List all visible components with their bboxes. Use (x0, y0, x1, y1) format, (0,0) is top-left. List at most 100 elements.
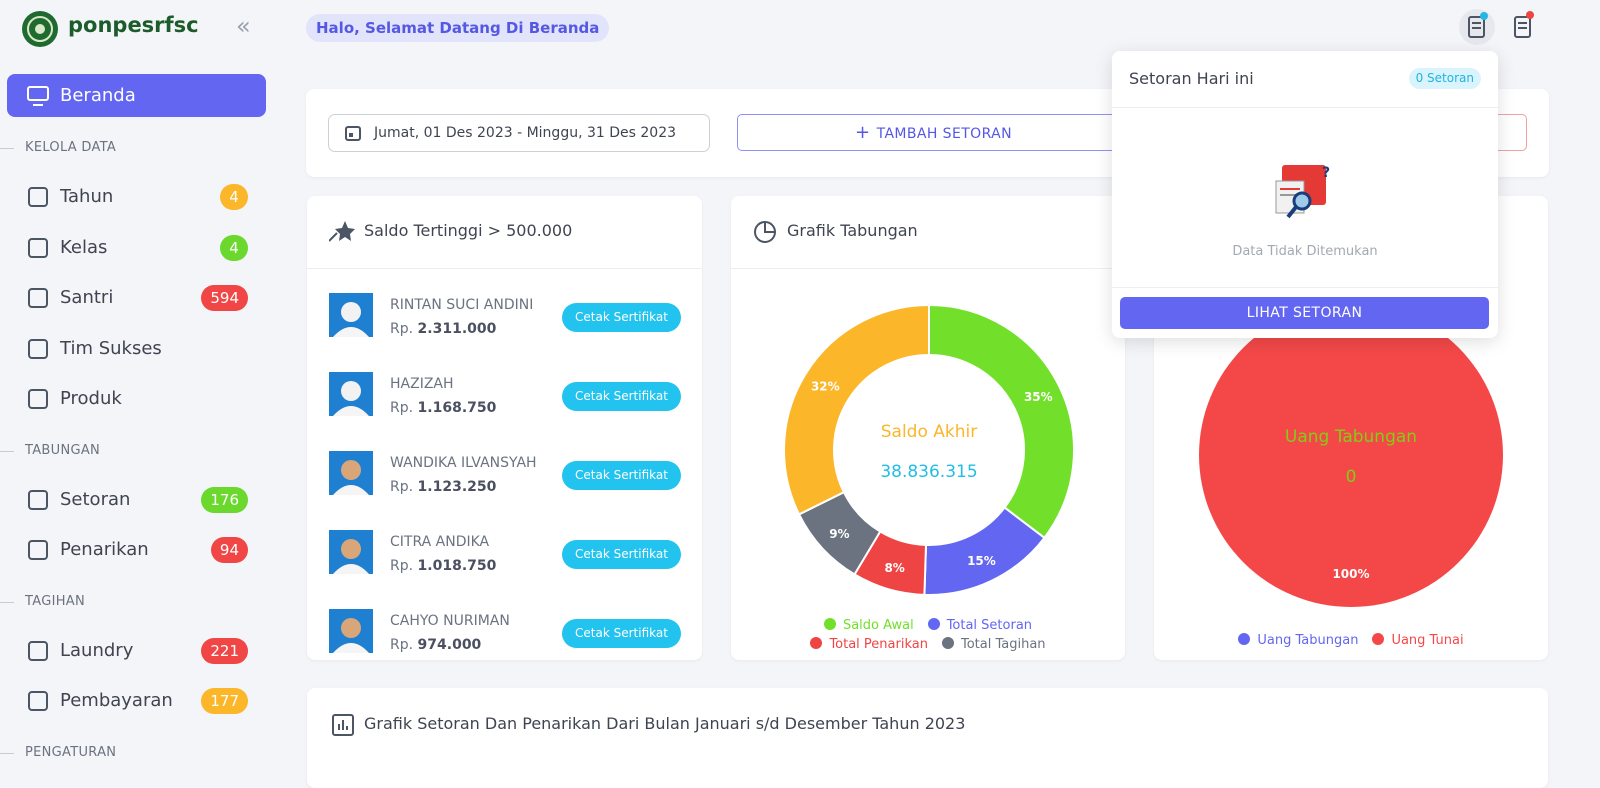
legend-marker (941, 637, 954, 649)
currency: Rp. (390, 479, 414, 495)
certificate-button[interactable]: Cetak Sertifikat (562, 303, 681, 332)
legend-label: Saldo Awal (842, 618, 914, 633)
slice-label: 100% (1332, 567, 1369, 581)
icon (28, 338, 48, 359)
sidebar: ponpesrfsc « Beranda KELOLA DATA Tahun 4 Ke… (0, 0, 290, 777)
student-name: CITRA ANDIKA (390, 534, 490, 550)
icon-shape (28, 640, 48, 661)
empty-text: Data Tidak Ditemukan (1232, 244, 1378, 259)
nav-item[interactable]: Santri 594 (26, 283, 248, 313)
certificate-button[interactable]: Cetak Sertifikat (562, 461, 681, 490)
certificate-button[interactable]: Cetak Sertifikat (562, 619, 681, 648)
currency: Rp. (390, 558, 414, 574)
student-name: WANDIKA ILVANSYAH (390, 455, 537, 471)
add-button[interactable]: + TAMBAH SETORAN (737, 114, 1130, 151)
nav-item[interactable]: Setoran 176 (26, 485, 248, 515)
legend-marker (1238, 633, 1251, 645)
legend-label: Total Setoran (946, 618, 1033, 633)
center-label: Saldo Akhir (881, 422, 978, 442)
legend-label: Uang Tabungan (1257, 633, 1359, 648)
icon (754, 221, 776, 243)
nav-item[interactable]: Pembayaran 177 (26, 686, 248, 716)
legend-box: Saldo Awal Total Setoran Total Penarikan To… (803, 618, 1053, 652)
avatar-head (341, 302, 361, 322)
nav-badge: 94 (210, 537, 248, 563)
nav-badge: 221 (201, 637, 248, 664)
legend-item: Uang Tabungan (1238, 633, 1358, 648)
nav-badge: 594 (201, 285, 248, 311)
amount: 1.018.750 (417, 558, 497, 574)
avatar (329, 293, 373, 337)
legend-marker (823, 618, 836, 630)
nav-item[interactable]: Tim Sukses (26, 334, 248, 364)
card-title: Saldo Tertinggi > 500.000 (364, 221, 573, 240)
center-value: 38.836.315 (880, 462, 977, 482)
nav-label: Beranda (60, 85, 136, 106)
icon (332, 714, 354, 736)
nav-item[interactable]: Kelas 4 (26, 233, 248, 263)
pie-chart: 100% Uang Tabungan 0 Uang Tabungan Uang Tuna… (1199, 303, 1503, 648)
icon (28, 237, 48, 258)
icon-shape (28, 389, 48, 409)
slice-label: 15% (967, 554, 996, 568)
nav-label: Produk (60, 388, 122, 409)
icon-shape (28, 187, 48, 207)
icon (28, 540, 48, 560)
amount: 1.123.250 (417, 479, 497, 495)
avatar-body (333, 643, 369, 653)
nav-item[interactable]: Produk (26, 384, 248, 414)
certificate-button[interactable]: Cetak Sertifikat (562, 540, 681, 569)
balance-row: WANDIKA ILVANSYAH Rp. 1.123.250 Cetak Sert… (329, 451, 681, 497)
legend-item: Saldo Awal (823, 618, 914, 633)
amount: 974.000 (417, 637, 482, 653)
certificate-button[interactable]: Cetak Sertifikat (562, 382, 681, 411)
date-range-input[interactable]: Jumat, 01 Des 2023 - Minggu, 31 Des 2023 (328, 114, 710, 152)
section-title: PENGATURAN (0, 744, 117, 760)
avatar-head (341, 460, 361, 480)
nav-badge: 177 (201, 688, 248, 714)
avatar (329, 530, 373, 574)
nav-badge: 176 (201, 486, 248, 513)
legend: Uang Tabungan Uang Tunai (1226, 633, 1476, 648)
student-name: CAHYO NURIMAN (390, 613, 510, 629)
currency: Rp. (390, 321, 414, 337)
nav-item[interactable]: Penarikan 94 (26, 535, 248, 565)
top-balances-card: Saldo Tertinggi > 500.000 RINTAN SUCI AN… (307, 196, 702, 660)
nav-item[interactable]: Laundry 221 (26, 636, 248, 666)
legend-marker (1372, 633, 1385, 645)
section-title: KELOLA DATA (0, 140, 117, 155)
legend: Saldo Awal Total Setoran Total Penarikan To… (803, 618, 1053, 652)
student-name: RINTAN SUCI ANDINI (390, 297, 534, 313)
divider (1112, 287, 1498, 288)
nav-item[interactable]: Tahun 4 (26, 182, 248, 212)
collapse-button[interactable]: « (236, 12, 251, 40)
student-balance: Rp. 1.168.750 (390, 400, 496, 416)
section-title: TAGIHAN (0, 593, 85, 609)
divider (1112, 107, 1498, 108)
nav-label: Tim Sukses (60, 337, 162, 359)
currency: Rp. (390, 637, 414, 653)
legend-marker (927, 618, 940, 630)
nav-label: Tahun (60, 186, 114, 207)
currency: Rp. (390, 400, 414, 416)
student-balance: Rp. 1.123.250 (390, 479, 496, 495)
icon-shape (28, 288, 48, 308)
svg-text:?: ? (1322, 165, 1330, 181)
icon-shape (28, 540, 48, 560)
icon (345, 126, 361, 141)
logo (22, 11, 58, 47)
nav-label: Santri (60, 287, 114, 308)
legend-item: Total Penarikan (810, 637, 928, 652)
legend-box: Uang Tabungan Uang Tunai (1226, 633, 1476, 648)
slice-label: 8% (884, 561, 904, 575)
plus-icon: + (854, 122, 877, 143)
nav-active[interactable]: Beranda (7, 74, 266, 117)
center-label: Uang Tabungan (1285, 427, 1417, 447)
popup: Setoran Hari ini 0 Setoran ? Data Tidak … (1112, 51, 1498, 338)
popup-button[interactable]: LIHAT SETORAN (1120, 297, 1489, 329)
avatar-body (333, 327, 369, 337)
slice (783, 303, 930, 516)
student-balance: Rp. 2.311.000 (390, 321, 496, 337)
amount: 2.311.000 (417, 321, 497, 337)
